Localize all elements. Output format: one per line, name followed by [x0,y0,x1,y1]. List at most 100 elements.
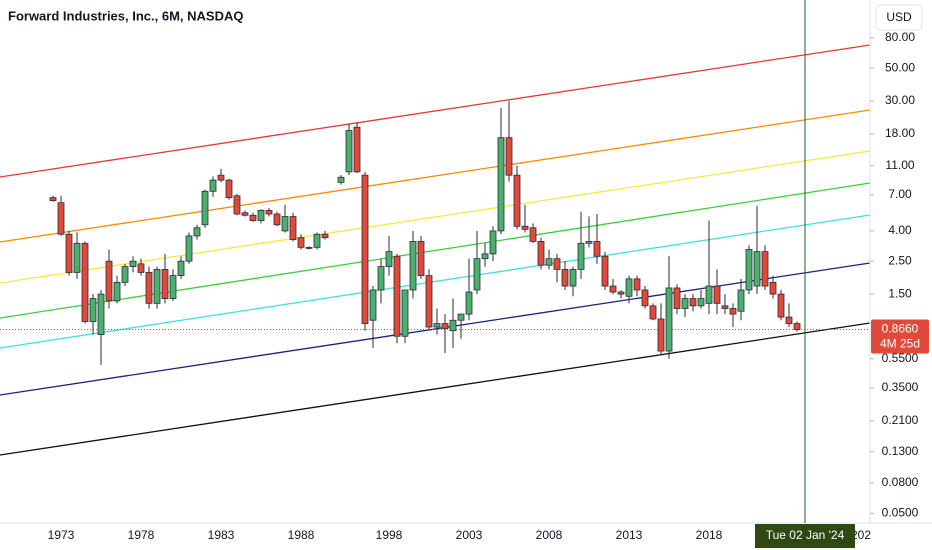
candle-body [241,212,249,216]
candle-body [497,137,505,232]
candle-body [337,176,345,183]
candle [561,261,569,290]
currency-button[interactable] [875,4,923,31]
x-tick-label: 202 [851,528,871,542]
candle [673,284,681,315]
y-tick-label: 7.00 [888,187,912,201]
currency-label[interactable]: USD [886,10,912,24]
candle [457,313,465,339]
candle-body [217,174,225,181]
candle [105,249,113,309]
candle [81,241,89,324]
candle-body [361,174,369,324]
candle-body [737,289,745,312]
candle-body [529,227,537,242]
y-tick-label: 1.50 [888,286,912,300]
candle-body [721,305,729,309]
candle [489,226,497,262]
chart-title: Forward Industries, Inc., 6M, NASDAQ [8,8,243,23]
candle-body [673,287,681,309]
candle-body [345,130,353,173]
crosshair-label: Tue 02 Jan '24 [766,528,845,542]
y-tick-label: 0.2100 [882,413,919,427]
candle-body [313,233,321,248]
candle [721,294,729,315]
candle-body [249,214,257,221]
candle [65,230,73,276]
candle [233,193,241,216]
x-tick-label: 2018 [696,528,723,542]
candle-body [657,318,665,352]
candle-body [145,272,153,304]
candle [537,237,545,270]
candle [697,289,705,309]
candle-body [481,253,489,260]
candle [441,314,449,354]
candle-body [705,285,713,304]
candle [545,249,553,270]
candle [425,269,433,331]
candle [737,278,745,321]
candle-body [769,281,777,295]
candle-body [57,202,65,235]
candle-body [121,266,129,283]
candle [793,321,801,332]
candle-body [465,291,473,315]
candle-body [609,285,617,293]
trend-line [0,262,871,396]
candle [145,266,153,309]
candle [593,214,601,264]
candle [257,209,265,224]
candle-body [641,289,649,307]
candle [385,235,393,276]
candle [633,275,641,297]
y-tick-label: 0.3500 [882,380,919,394]
y-tick-label: 80.00 [885,30,915,44]
candle [89,294,97,335]
candle [377,258,385,304]
last-price-label: 0.8660 [882,322,919,336]
candle [609,278,617,295]
candle [449,298,457,349]
trend-line [0,44,871,178]
candle-body [385,251,393,267]
candle [497,107,505,235]
candle [601,251,609,290]
candle-body [49,197,57,202]
trend-line [0,109,871,243]
candle-body [97,293,105,336]
candle-body [713,285,721,304]
candle-body [761,251,769,287]
trend-channel [0,44,871,456]
candle [705,220,713,315]
candle-body [553,258,561,270]
candle [681,294,689,318]
candle-body [585,240,593,244]
candle [465,258,473,321]
candle-body [521,225,529,230]
candle [321,230,329,240]
candle-body [617,291,625,295]
candle [169,269,177,301]
y-tick-label: 4.00 [888,223,912,237]
candle-body [89,298,97,322]
candle-body [105,260,113,302]
candle-body [417,240,425,276]
candle-body [353,126,361,173]
countdown-label: 4M 25d [880,337,920,351]
candle [217,168,225,183]
candle [305,246,313,250]
candle-body [129,260,137,267]
candle [153,266,161,309]
candle-body [777,293,785,318]
candle-body [665,287,673,352]
candle [241,210,249,217]
candle-body [73,242,81,273]
x-tick-label: 1988 [288,528,315,542]
crosshair-label-box [755,524,855,548]
candle-body [209,179,217,192]
last-price-box [871,319,929,354]
candle-body [569,269,577,287]
candle [353,122,361,174]
candle [617,289,625,299]
